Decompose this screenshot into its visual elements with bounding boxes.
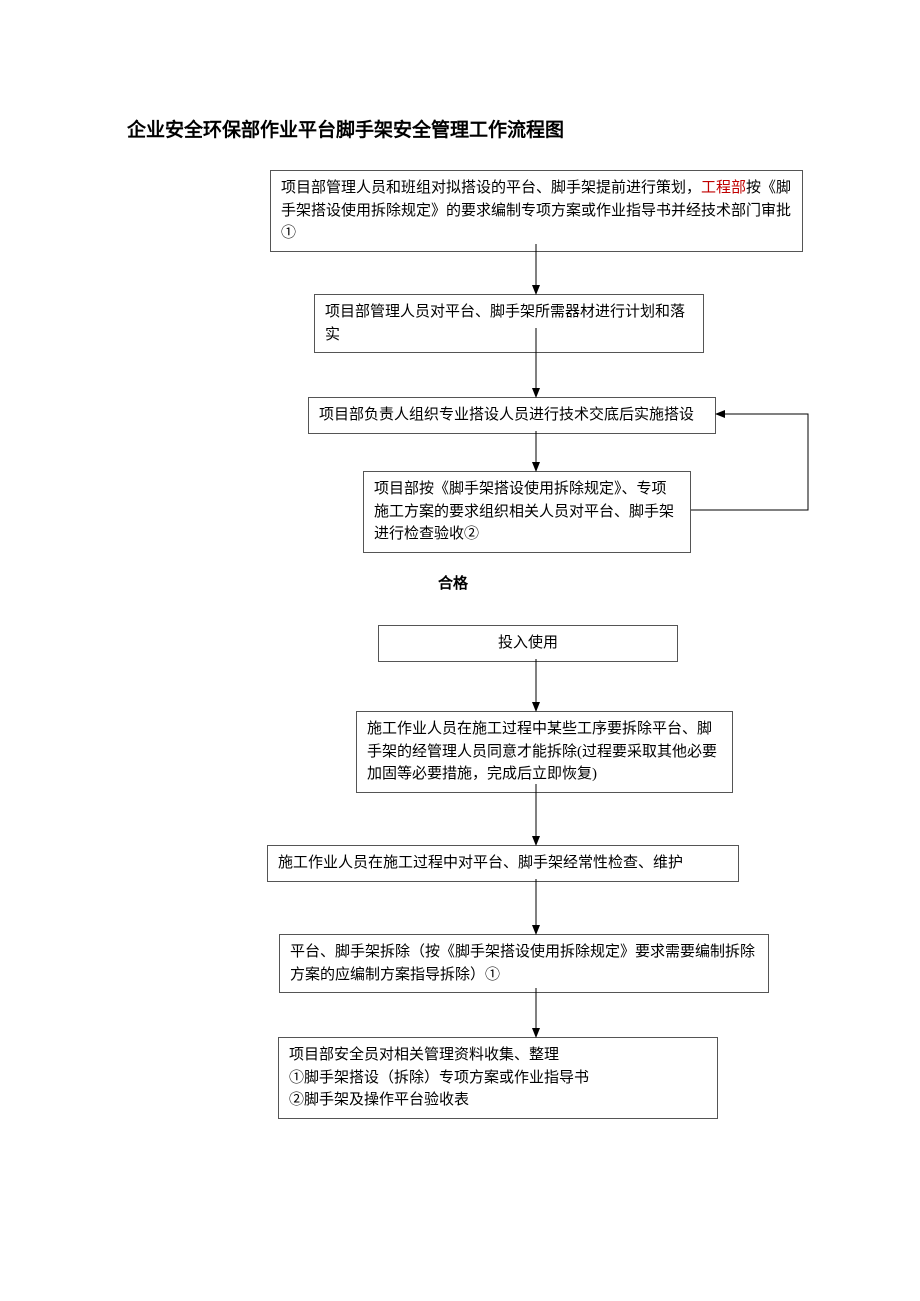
node-dismantle: 平台、脚手架拆除（按《脚手架搭设使用拆除规定》要求需要编制拆除方案的应编制方案指… — [279, 934, 769, 993]
n1-red: 工程部 — [701, 180, 746, 196]
node-use: 投入使用 — [378, 625, 678, 662]
node-plan-materials: 项目部管理人员对平台、脚手架所需器材进行计划和落实 — [314, 294, 704, 353]
node-construct: 项目部负责人组织专业搭设人员进行技术交底后实施搭设 — [308, 397, 716, 434]
node-documents: 项目部安全员对相关管理资料收集、整理 ①脚手架搭设（拆除）专项方案或作业指导书 … — [278, 1037, 718, 1119]
node-partial-remove: 施工作业人员在施工过程中某些工序要拆除平台、脚手架的经管理人员同意才能拆除(过程… — [356, 711, 733, 793]
node-plan: 项目部管理人员和班组对拟搭设的平台、脚手架提前进行策划，工程部按《脚手架搭设使用… — [270, 170, 803, 252]
page-title: 企业安全环保部作业平台脚手架安全管理工作流程图 — [127, 115, 564, 142]
node-maintain: 施工作业人员在施工过程中对平台、脚手架经常性检查、维护 — [267, 845, 739, 882]
n1-pre: 项目部管理人员和班组对拟搭设的平台、脚手架提前进行策划， — [281, 180, 701, 196]
node-inspect: 项目部按《脚手架搭设使用拆除规定》、专项施工方案的要求组织相关人员对平台、脚手架… — [363, 471, 691, 553]
label-pass: 合格 — [438, 572, 468, 593]
